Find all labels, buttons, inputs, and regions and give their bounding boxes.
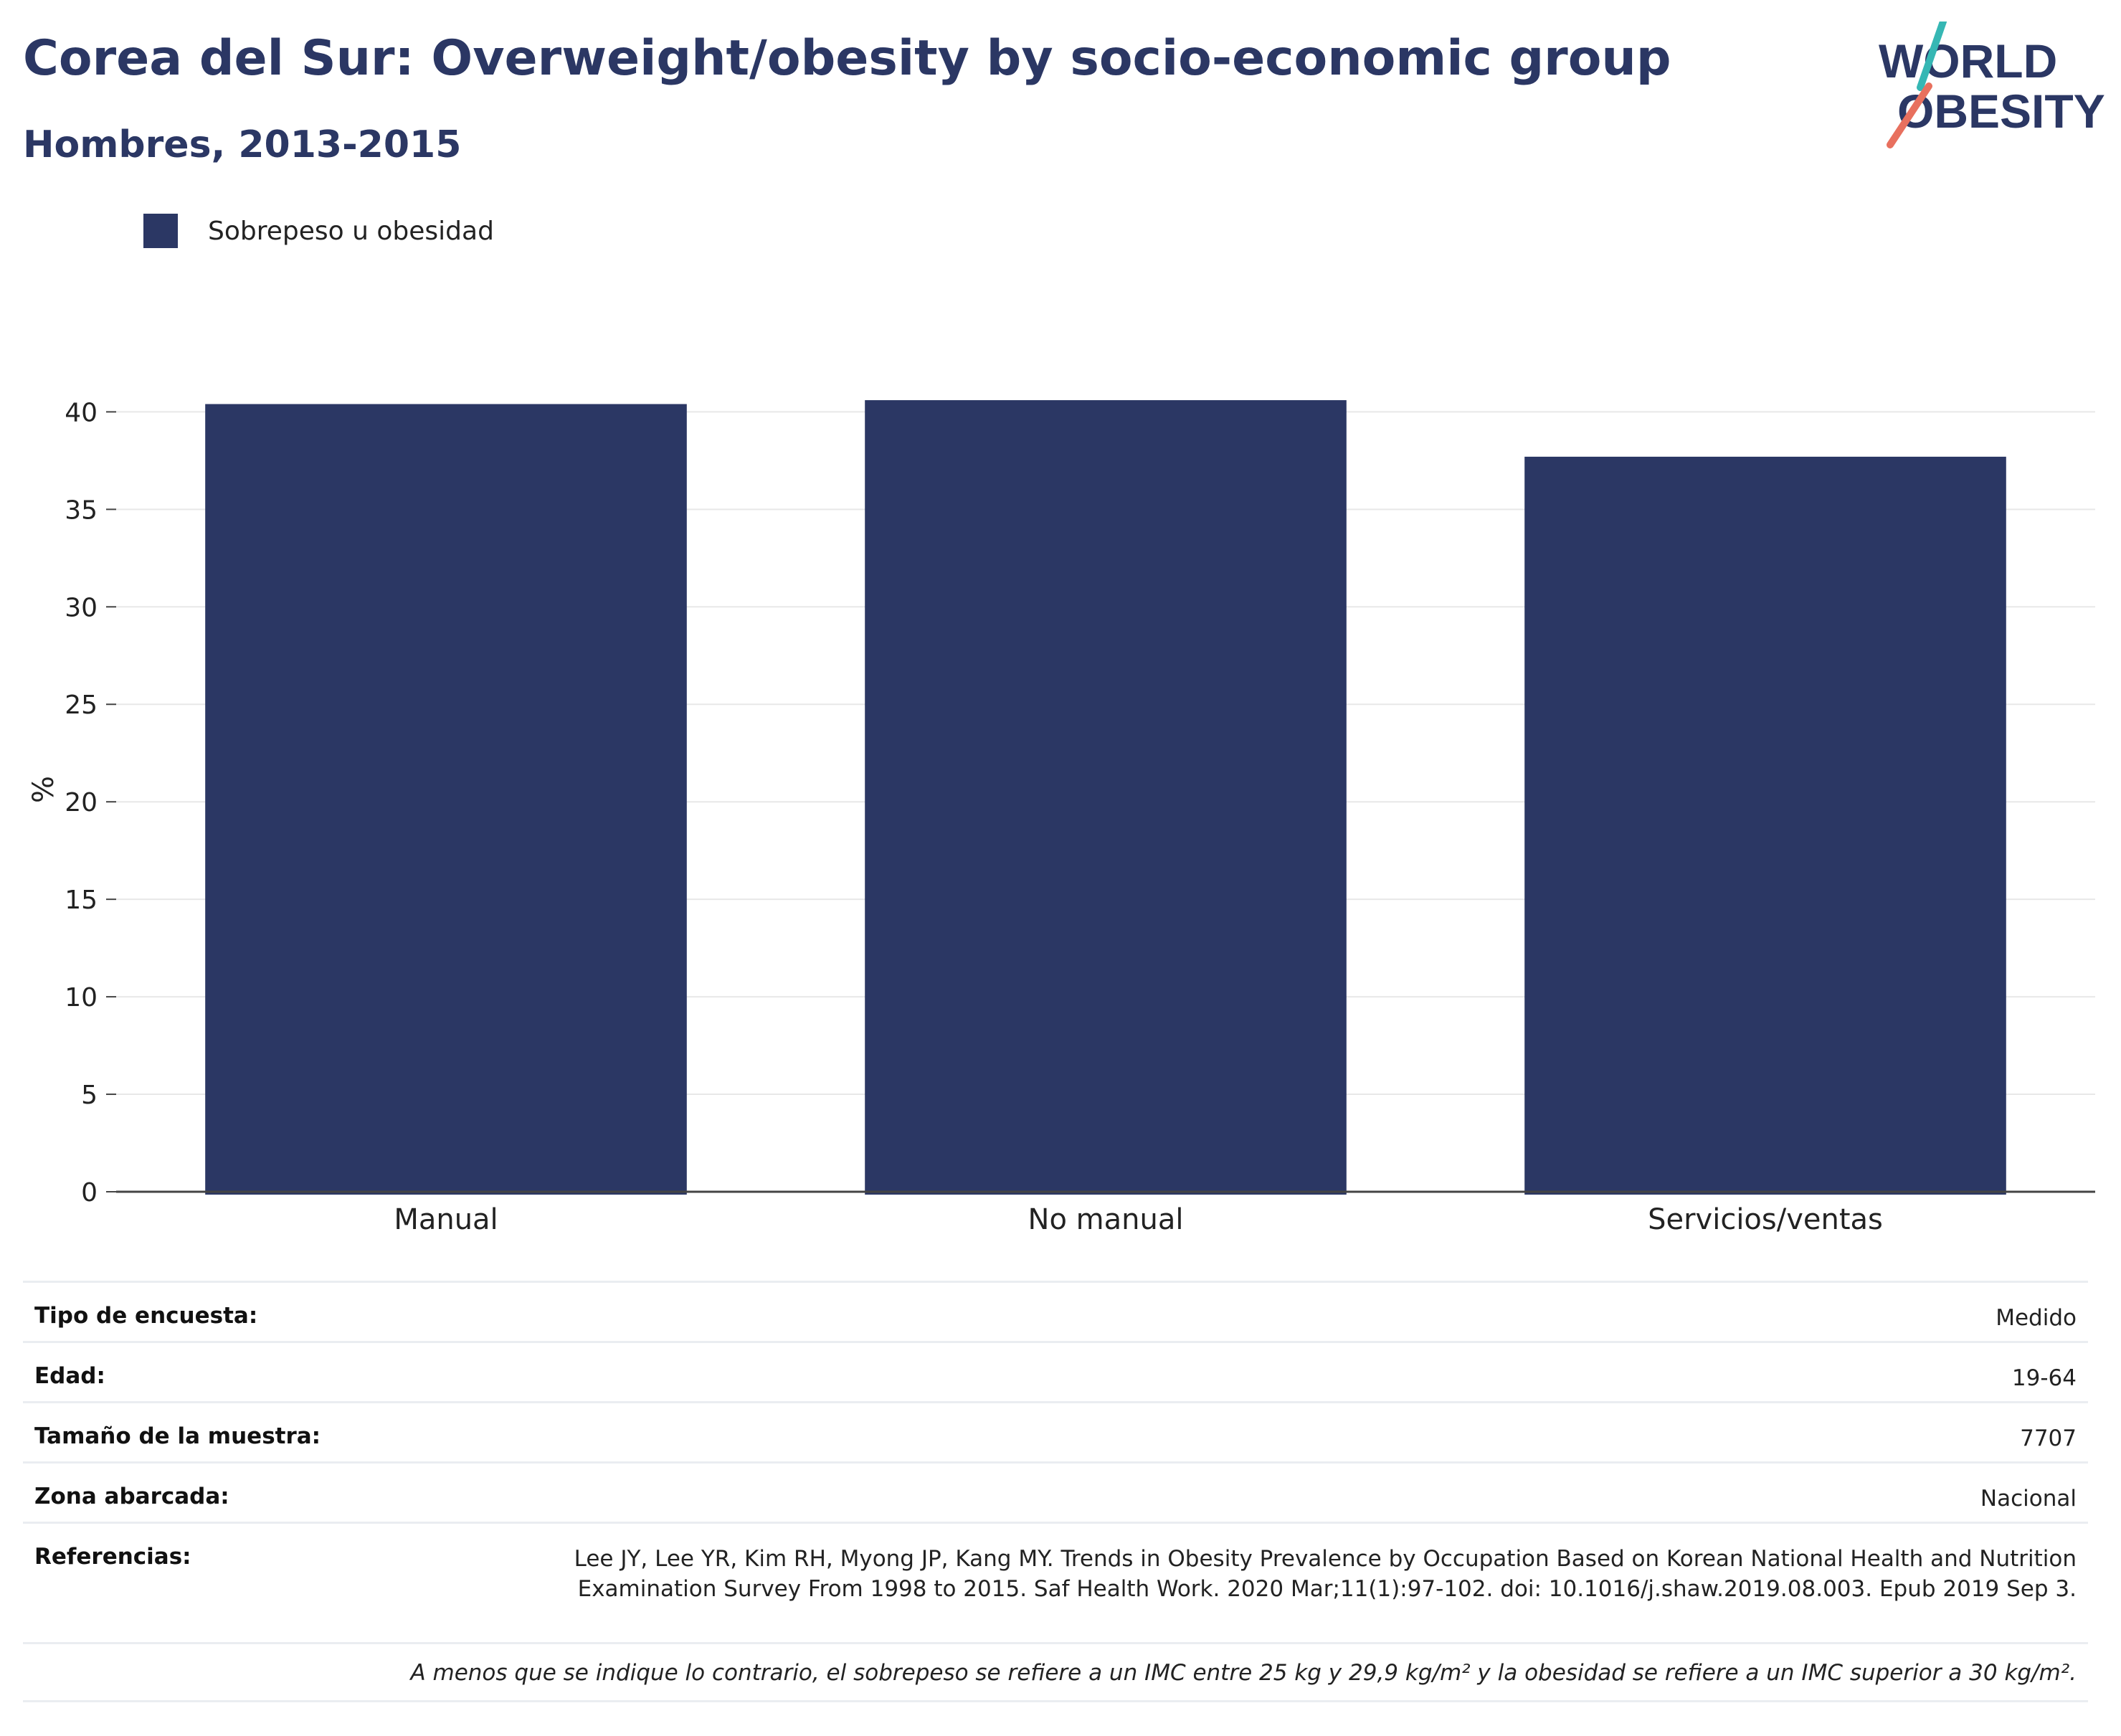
page-title: Corea del Sur: Overweight/obesity by soc… [23, 30, 1671, 87]
y-tick-label: 20 [65, 788, 98, 817]
legend-swatch [143, 214, 178, 248]
info-row-area: Zona abarcada: Nacional [23, 1461, 2088, 1522]
bar [205, 404, 687, 1195]
info-label: Zona abarcada: [34, 1484, 229, 1509]
x-tick-label: Servicios/ventas [1648, 1203, 1883, 1236]
y-axis-label: % [27, 776, 60, 803]
logo-teal-stroke [1917, 22, 1947, 91]
info-label: Tipo de encuesta: [34, 1303, 258, 1329]
info-row-survey-type: Tipo de encuesta: Medido [23, 1281, 2088, 1341]
legend-label: Sobrepeso u obesidad [208, 216, 494, 246]
y-tick-label: 5 [81, 1081, 98, 1110]
svg-text:OBESITY: OBESITY [1897, 85, 2105, 138]
info-label: Tamaño de la muestra: [34, 1423, 321, 1449]
y-tick-label: 40 [65, 398, 98, 427]
y-tick-label: 35 [65, 495, 98, 525]
info-row-references: Referencias: Lee JY, Lee YR, Kim RH, Myo… [23, 1522, 2088, 1642]
y-tick-label: 30 [65, 593, 98, 622]
bmi-footnote: A menos que se indique lo contrario, el … [23, 1642, 2088, 1702]
bar [1524, 456, 2006, 1195]
info-value: 19-64 [2011, 1365, 2077, 1391]
info-value: Medido [1996, 1305, 2077, 1331]
x-tick-label: No manual [1028, 1203, 1184, 1236]
bar [865, 400, 1347, 1195]
y-tick-label: 25 [65, 691, 98, 720]
survey-info-table: Tipo de encuesta: Medido Edad: 19-64 Tam… [23, 1281, 2088, 1702]
info-value: 7707 [2020, 1426, 2077, 1451]
svg-text:WORLD: WORLD [1879, 34, 2057, 87]
bar-chart: 0 5 10 15 20 25 30 35 40% Manual No manual Servicio… [27, 398, 2095, 1236]
info-label: Edad: [34, 1363, 105, 1389]
y-tick-label: 10 [65, 983, 98, 1012]
info-row-age: Edad: 19-64 [23, 1341, 2088, 1401]
info-value: Nacional [1980, 1486, 2077, 1512]
world-obesity-logo: WORLD OBESITY [1879, 22, 2105, 148]
chart-legend: Sobrepeso u obesidad [143, 214, 494, 248]
info-row-sample-size: Tamaño de la muestra: 7707 [23, 1401, 2088, 1461]
y-tick-label: 0 [81, 1178, 98, 1208]
y-tick-label: 15 [65, 886, 98, 915]
reference-text: Lee JY, Lee YR, Kim RH, Myong JP, Kang M… [574, 1546, 2077, 1602]
logo-coral-stroke [1887, 82, 1932, 148]
x-tick-label: Manual [394, 1203, 498, 1236]
page-subtitle: Hombres, 2013-2015 [23, 123, 462, 166]
info-label: Referencias: [34, 1544, 191, 1570]
